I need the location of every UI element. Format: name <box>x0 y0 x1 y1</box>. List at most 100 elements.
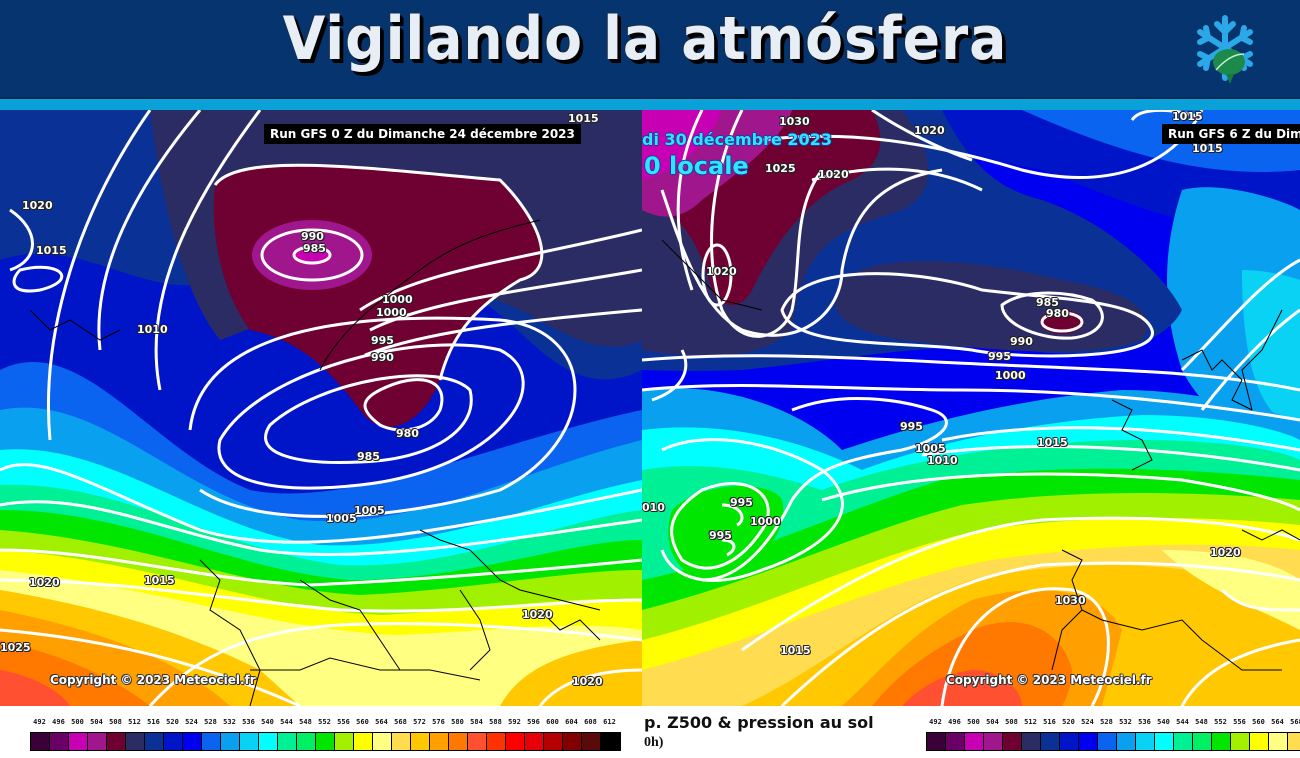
isobar-label: 1000 <box>382 293 413 306</box>
legend-swatch <box>297 733 316 750</box>
isobar-label: 1020 <box>29 576 60 589</box>
legend-tick: 524 <box>185 718 198 726</box>
legend-tick: 584 <box>470 718 483 726</box>
legend-tick: 604 <box>565 718 578 726</box>
legend-swatch <box>1155 733 1174 750</box>
isobar-label: 1015 <box>1037 436 1068 449</box>
legend-tick: 596 <box>527 718 540 726</box>
isobar-label: 1005 <box>326 512 357 525</box>
legend-swatch <box>316 733 335 750</box>
isobar-label: 1005 <box>915 442 946 455</box>
legend-swatch <box>601 733 620 750</box>
isobar-label: 995 <box>900 420 923 433</box>
isobar-label: 1025 <box>765 162 796 175</box>
chart-type-subtitle: 0h) <box>644 735 664 750</box>
isobar-label: 980 <box>1046 307 1069 320</box>
left-copyright: Copyright © 2023 Meteociel.fr <box>50 673 256 687</box>
legend-tick: 548 <box>1195 718 1208 726</box>
legend-tick: 532 <box>223 718 236 726</box>
left-map-field <box>0 110 642 706</box>
isobar-label: 1020 <box>572 675 603 688</box>
legend-swatch <box>164 733 183 750</box>
isobar-label: 1015 <box>1172 110 1203 123</box>
legend-tick: 544 <box>280 718 293 726</box>
isobar-label: 1015 <box>780 644 811 657</box>
right-forecast-map: di 30 décembre 2023 0 locale Run GFS 6 Z… <box>642 110 1300 706</box>
legend-swatch <box>240 733 259 750</box>
legend-swatch <box>563 733 582 750</box>
legend-swatch <box>259 733 278 750</box>
header-accent-strip <box>0 97 1300 110</box>
legend-tick: 524 <box>1081 718 1094 726</box>
isobar-label: 990 <box>1010 335 1033 348</box>
legend-swatch <box>1117 733 1136 750</box>
legend-tick: 564 <box>375 718 388 726</box>
isobar-label: 1020 <box>1210 546 1241 559</box>
isobar-label: 1010 <box>927 454 958 467</box>
isobar-label: 1030 <box>1055 594 1086 607</box>
legend-swatch <box>1003 733 1022 750</box>
legend-tick: 608 <box>584 718 597 726</box>
legend-swatch <box>278 733 297 750</box>
legend-swatch <box>1193 733 1212 750</box>
legend-tick: 496 <box>948 718 961 726</box>
legend-swatch <box>1136 733 1155 750</box>
left-legend-bar <box>30 732 621 751</box>
isobar-label: 985 <box>303 242 326 255</box>
legend-swatch <box>50 733 69 750</box>
isobar-label: 995 <box>988 350 1011 363</box>
legend-swatch <box>468 733 487 750</box>
isobar-label: 995 <box>709 529 732 542</box>
legend-tick: 536 <box>1138 718 1151 726</box>
legend-tick: 532 <box>1119 718 1132 726</box>
isobar-label: 1000 <box>376 306 407 319</box>
legend-tick: 572 <box>413 718 426 726</box>
legend-swatch <box>202 733 221 750</box>
legend-swatch <box>183 733 202 750</box>
legend-swatch <box>525 733 544 750</box>
legend-tick: 500 <box>967 718 980 726</box>
legend-tick: 580 <box>451 718 464 726</box>
legend-tick: 512 <box>128 718 141 726</box>
legend-swatch <box>88 733 107 750</box>
isobar-label: 980 <box>396 427 419 440</box>
legend-swatch <box>1288 733 1300 750</box>
legend-tick: 528 <box>204 718 217 726</box>
legend-swatch <box>392 733 411 750</box>
legend-tick: 540 <box>1157 718 1170 726</box>
legend-tick: 496 <box>52 718 65 726</box>
legend-swatch <box>1231 733 1250 750</box>
legend-tick: 500 <box>71 718 84 726</box>
legend-tick: 504 <box>986 718 999 726</box>
isobar-label: 1015 <box>36 244 67 257</box>
legend-tick: 552 <box>318 718 331 726</box>
legend-tick: 516 <box>147 718 160 726</box>
legend-tick: 520 <box>166 718 179 726</box>
site-header: Vigilando la atmósfera <box>0 0 1300 97</box>
legend-swatch <box>544 733 563 750</box>
legend-swatch <box>145 733 164 750</box>
legend-tick: 556 <box>337 718 350 726</box>
legend-tick: 508 <box>109 718 122 726</box>
legend-swatch <box>354 733 373 750</box>
legend-swatch <box>965 733 984 750</box>
legend-tick: 548 <box>299 718 312 726</box>
legend-swatch <box>126 733 145 750</box>
legend-tick: 528 <box>1100 718 1113 726</box>
isobar-label: 010 <box>642 501 665 514</box>
isobar-label: 1020 <box>818 168 849 181</box>
legend-tick: 600 <box>546 718 559 726</box>
legend-swatch <box>69 733 88 750</box>
right-color-legend: 492 496 500 504 508 512 516 520 524 528 532 536 540 5… <box>926 718 1300 751</box>
right-overlay-time: 0 locale <box>644 152 749 180</box>
legend-tick: 540 <box>261 718 274 726</box>
legend-swatch <box>927 733 946 750</box>
legend-swatch <box>449 733 468 750</box>
isobar-label: 990 <box>301 230 324 243</box>
right-run-label: Run GFS 6 Z du Dim <box>1162 124 1300 144</box>
legend-tick: 508 <box>1005 718 1018 726</box>
isobar-label: 1020 <box>22 199 53 212</box>
legend-swatch <box>1079 733 1098 750</box>
legend-tick: 560 <box>356 718 369 726</box>
legend-tick: 552 <box>1214 718 1227 726</box>
